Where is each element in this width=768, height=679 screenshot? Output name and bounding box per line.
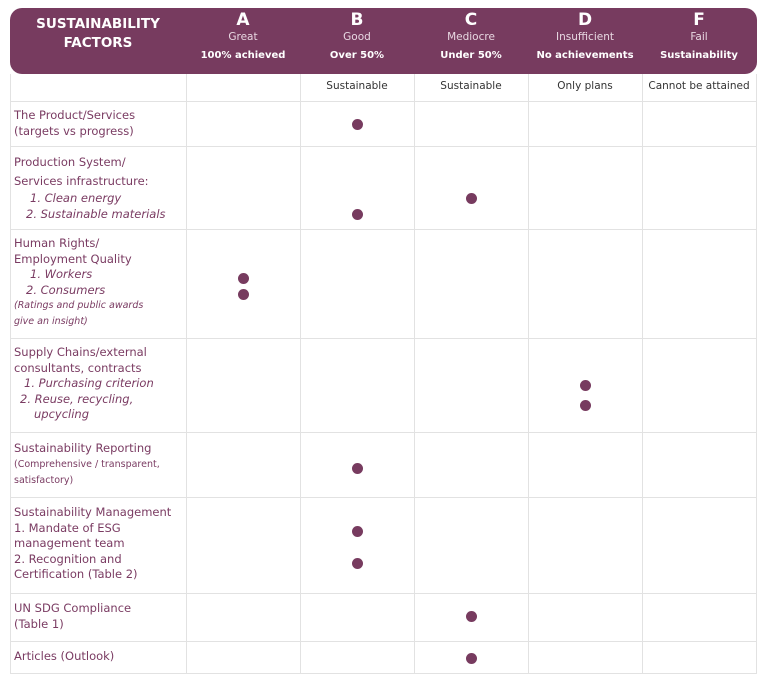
factor-label: Supply Chains/external xyxy=(14,345,147,359)
row-divider xyxy=(10,497,757,498)
factor-label: (Table 1) xyxy=(14,616,64,631)
factor-label: Employment Quality xyxy=(14,251,132,266)
factor-note: give an insight) xyxy=(14,315,88,327)
factor-row: UN SDG Compliance (Table 1) xyxy=(14,601,184,632)
rating-dot-b xyxy=(352,119,363,130)
factor-subitem: upcycling xyxy=(34,407,90,421)
row-divider xyxy=(10,432,757,433)
factor-label: Articles (Outlook) xyxy=(14,649,115,663)
factor-row: The Product/Services (targets vs progress… xyxy=(14,108,184,139)
header-title: SUSTAINABILITY FACTORS xyxy=(36,16,160,51)
factor-label: The Product/Services xyxy=(14,108,136,122)
rating-dot-b xyxy=(352,209,363,220)
factor-subitem: 2. Reuse, recycling, xyxy=(20,391,134,406)
factor-label: Sustainability Management xyxy=(14,505,172,519)
factor-row: Sustainability Management 1. Mandate of E… xyxy=(14,505,184,583)
factor-label: Sustainability Reporting xyxy=(14,441,152,455)
column-divider xyxy=(300,74,301,673)
factor-label: Certification (Table 2) xyxy=(14,567,138,581)
factor-label: consultants, contracts xyxy=(14,360,142,375)
factor-subitem: 1. Purchasing criterion xyxy=(24,376,154,390)
rating-dot-c xyxy=(466,653,477,664)
column-divider xyxy=(642,74,643,673)
factor-label: UN SDG Compliance xyxy=(14,601,132,615)
factor-note: (Comprehensive / transparent, xyxy=(14,458,160,470)
factor-subitem: 1. Clean energy xyxy=(30,191,122,205)
factor-label: (targets vs progress) xyxy=(14,123,134,138)
row-divider xyxy=(10,146,757,147)
column-divider xyxy=(756,74,757,673)
factor-note: satisfactory) xyxy=(14,474,74,486)
factor-label: management team xyxy=(14,536,125,550)
grade-header-d: D Insufficient No achievements xyxy=(536,10,634,61)
row-divider xyxy=(10,229,757,230)
row-divider xyxy=(10,593,757,594)
column-divider xyxy=(10,74,11,673)
grade-subheader: Cannot be attained xyxy=(648,80,750,92)
grade-subheader: Sustainable xyxy=(440,80,502,92)
factor-row: Human Rights/Employment Quality 1. Worker… xyxy=(14,236,184,329)
rating-dot-c xyxy=(466,193,477,204)
factor-label: Production System/ xyxy=(14,155,126,169)
rating-dot-b xyxy=(352,526,363,537)
rating-dot-d xyxy=(580,400,591,411)
grade-header-a: A Great 100% achieved xyxy=(200,10,286,61)
factor-subitem: 1. Workers xyxy=(30,267,93,281)
rating-dot-b xyxy=(352,463,363,474)
rating-dot-d xyxy=(580,380,591,391)
factor-subitem: 2. Consumers xyxy=(26,282,106,297)
grade-header-b: B Good Over 50% xyxy=(329,10,385,61)
row-divider xyxy=(10,641,757,642)
factor-label: Human Rights/ xyxy=(14,236,100,250)
factor-row: Production System/Services infrastructur… xyxy=(14,153,184,222)
rating-dot-c xyxy=(466,611,477,622)
grade-header-c: C Mediocre Under 50% xyxy=(440,10,502,61)
row-divider xyxy=(10,673,757,674)
rating-dot-b xyxy=(352,558,363,569)
factor-row: Supply Chains/external consultants, contr… xyxy=(14,345,184,423)
row-divider xyxy=(10,338,757,339)
factor-note: (Ratings and public awards xyxy=(14,300,144,311)
column-divider xyxy=(414,74,415,673)
factor-label: Services infrastructure: xyxy=(14,174,149,188)
row-divider xyxy=(10,101,757,102)
column-divider xyxy=(186,74,187,673)
factor-label: 1. Mandate of ESG xyxy=(14,520,121,535)
column-divider xyxy=(528,74,529,673)
table-header xyxy=(10,8,757,74)
grade-subheader: Sustainable xyxy=(326,80,388,92)
rating-dot-a xyxy=(238,273,249,284)
factor-subitem: 2. Sustainable materials xyxy=(26,206,166,221)
factor-row: Sustainability Reporting (Comprehensive /… xyxy=(14,441,184,489)
grade-header-f: F Fail Sustainability xyxy=(660,10,738,61)
rating-dot-a xyxy=(238,289,249,300)
grade-subheader: Only plans xyxy=(557,80,613,92)
factor-label: 2. Recognition and xyxy=(14,551,122,566)
factor-row: Articles (Outlook) xyxy=(14,649,184,665)
